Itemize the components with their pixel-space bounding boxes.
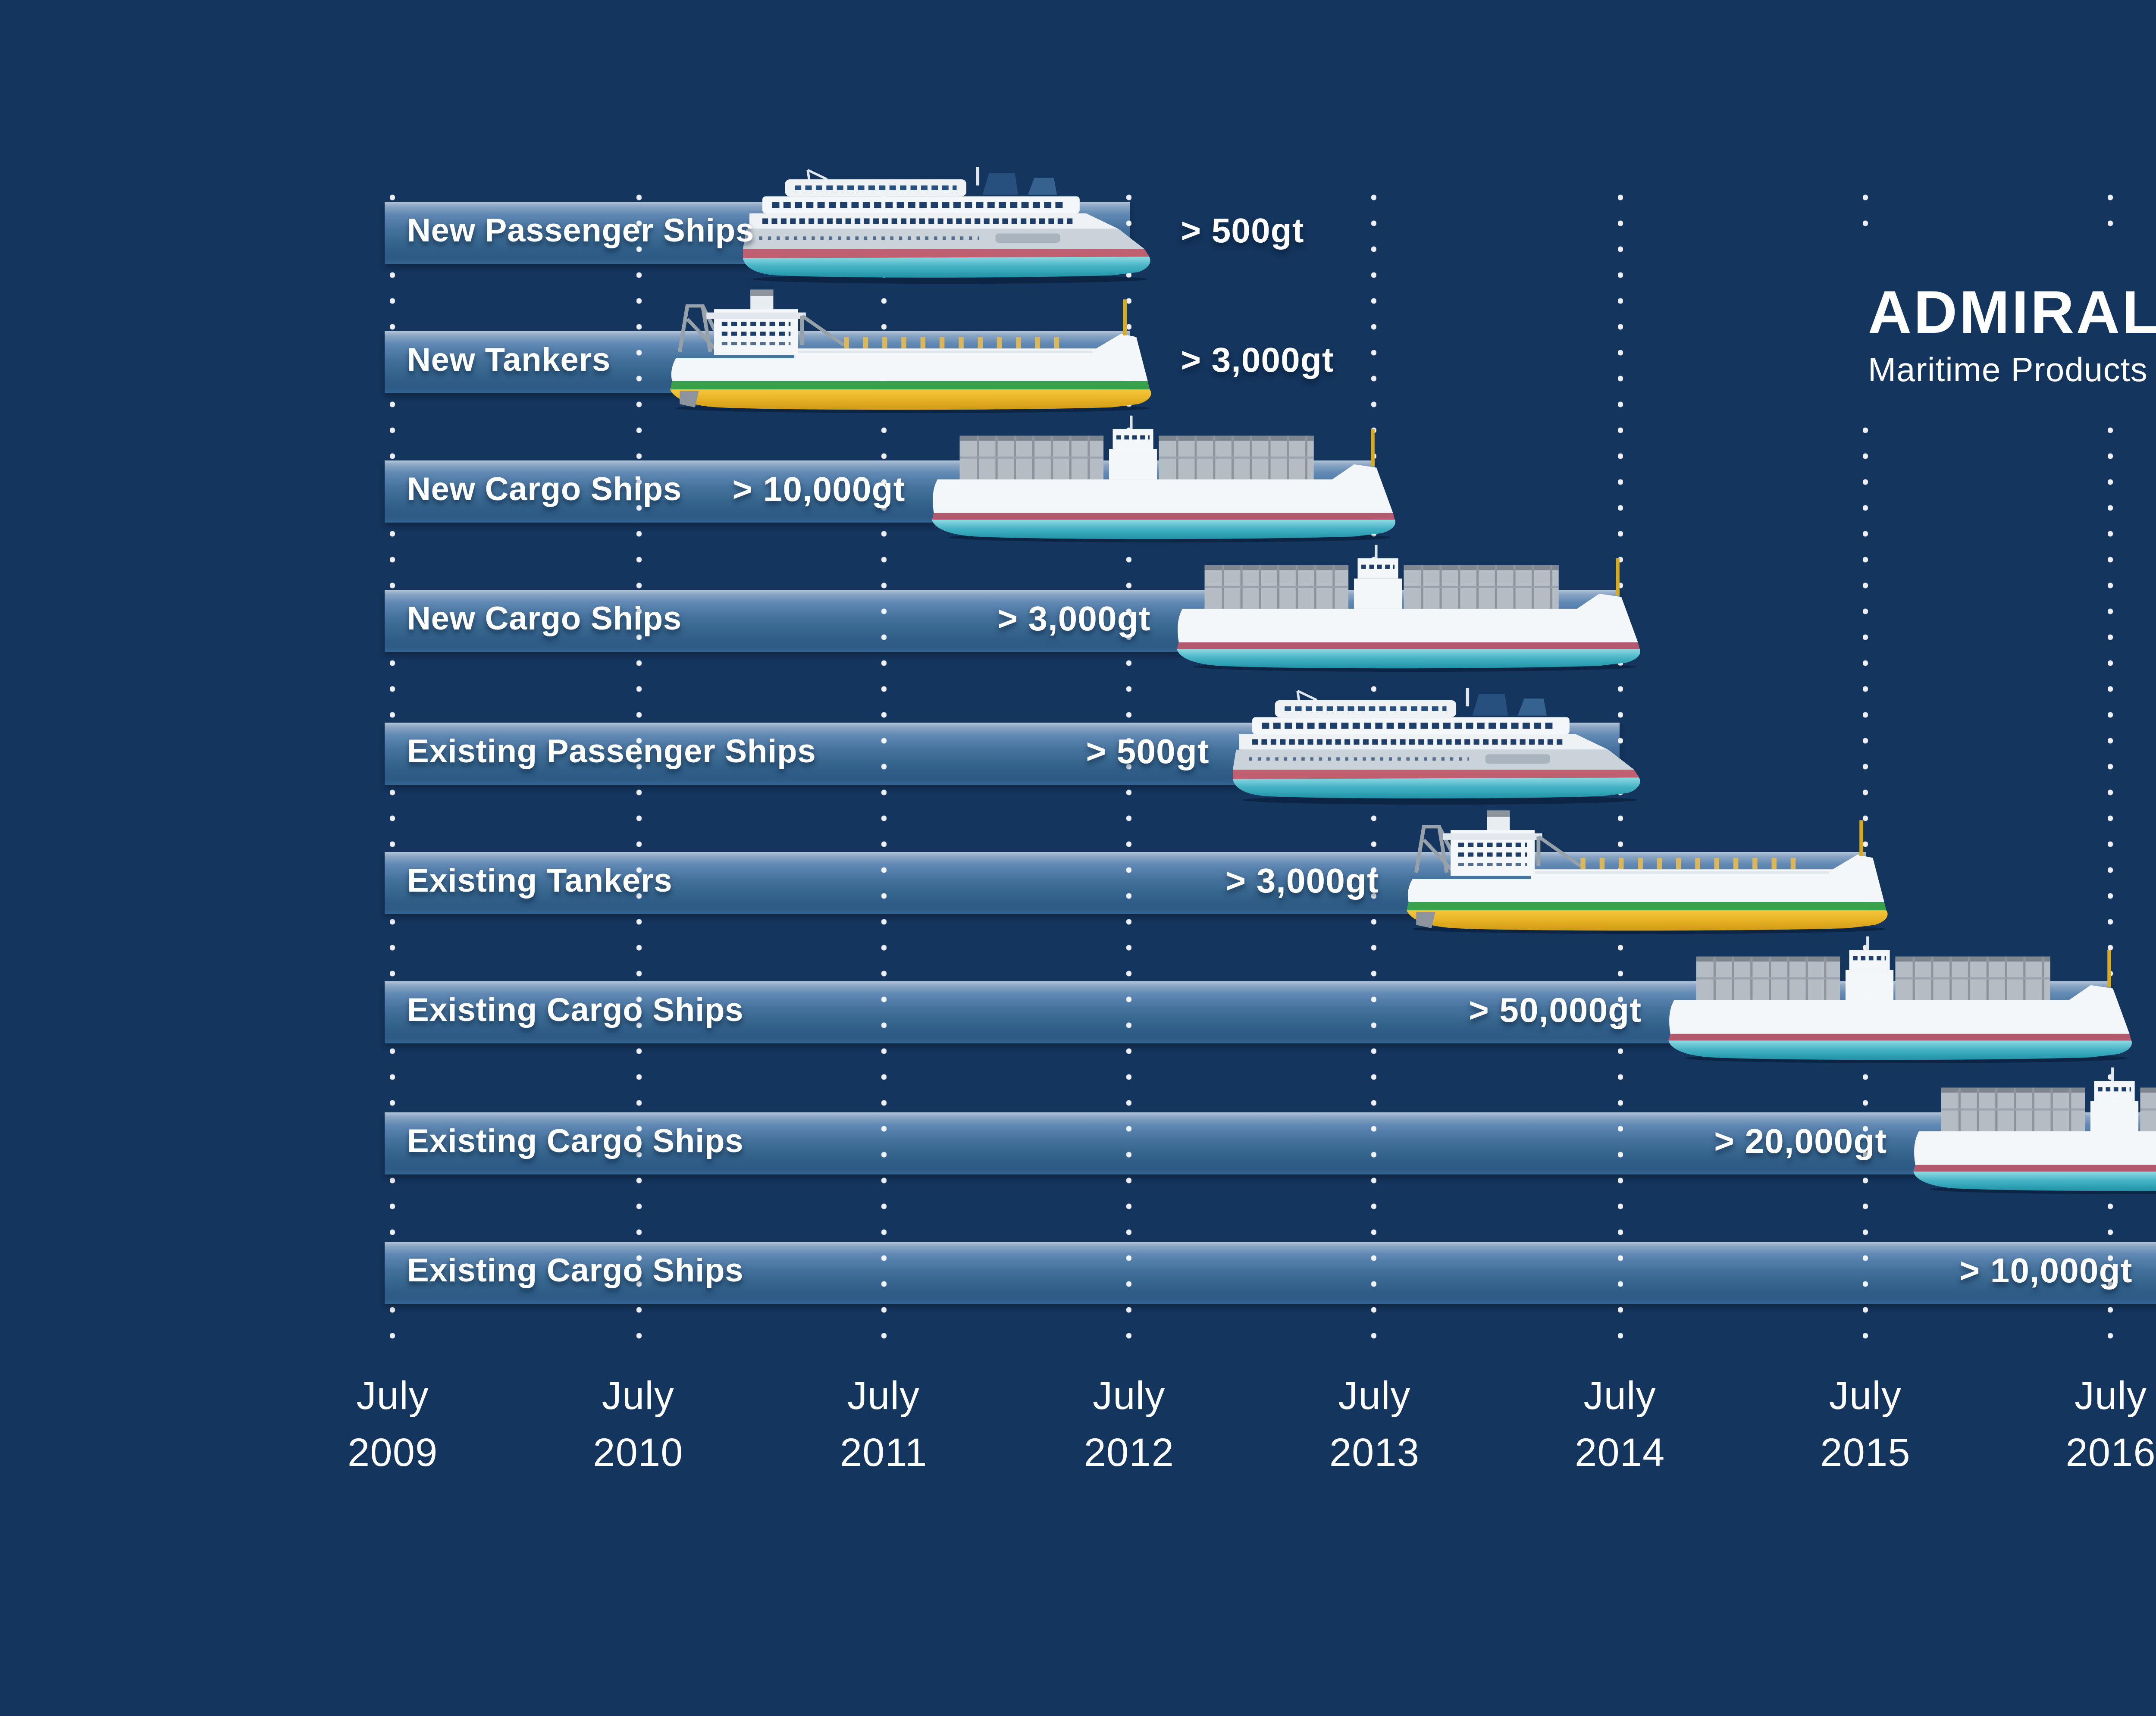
ship-category-label: Existing Tankers <box>407 864 673 900</box>
ship-category-label: Existing Cargo Ships <box>407 993 744 1030</box>
ship-category-label: Existing Passenger Ships <box>407 735 816 771</box>
axis-tick-july-2011: July 2011 <box>763 1368 1004 1481</box>
logo-background-mask <box>1849 241 2156 414</box>
axis-tick-july-2016: July 2016 <box>1990 1368 2156 1481</box>
axis-tick-year: 2012 <box>1084 1430 1175 1475</box>
axis-tick-month: July <box>1829 1373 1902 1418</box>
axis-tick-month: July <box>2074 1373 2147 1418</box>
axis-tick-july-2010: July 2010 <box>517 1368 759 1481</box>
tonnage-threshold-label: > 50,000gt <box>1469 993 1642 1030</box>
timeline-bar <box>385 1112 2156 1174</box>
admiralty-logo: ADMIRALTY Maritime Products & Services <box>1868 279 2156 391</box>
tanker-ship-icon <box>660 286 1156 414</box>
admiralty-tagline: Maritime Products & Services <box>1868 352 2156 390</box>
axis-tick-month: July <box>1338 1373 1411 1418</box>
axis-tick-month: July <box>356 1373 429 1418</box>
axis-tick-year: 2009 <box>348 1430 438 1475</box>
axis-tick-year: 2016 <box>2065 1430 2156 1475</box>
year-gridline <box>881 185 887 1350</box>
year-gridline <box>636 185 641 1350</box>
passenger-ship-icon <box>1227 685 1648 805</box>
axis-tick-month: July <box>847 1373 920 1418</box>
cargo-ship-icon <box>923 412 1402 543</box>
tonnage-threshold-label: > 3,000gt <box>1181 342 1334 380</box>
cargo-ship-icon <box>1168 542 1648 673</box>
tonnage-threshold-label: > 3,000gt <box>997 601 1151 639</box>
axis-tick-july-2009: July 2009 <box>272 1368 514 1481</box>
tonnage-threshold-label: > 500gt <box>1086 734 1210 772</box>
ship-category-label: New Tankers <box>407 343 611 379</box>
cargo-ship-icon <box>1659 933 2138 1064</box>
axis-tick-year: 2014 <box>1575 1430 1665 1475</box>
tonnage-threshold-label: > 10,000gt <box>1959 1253 2133 1291</box>
ship-category-label: New Passenger Ships <box>407 214 755 250</box>
axis-tick-month: July <box>1093 1373 1166 1418</box>
axis-tick-july-2013: July 2013 <box>1254 1368 1495 1481</box>
ship-category-label: New Cargo Ships <box>407 473 682 509</box>
axis-tick-july-2015: July 2015 <box>1745 1368 1986 1481</box>
axis-tick-july-2014: July 2014 <box>1499 1368 1741 1481</box>
tanker-ship-icon <box>1396 807 1893 935</box>
cargo-ship-icon <box>1904 1064 2156 1195</box>
cargo-ship-icon <box>2150 1193 2156 1325</box>
axis-tick-month: July <box>1583 1373 1656 1418</box>
axis-tick-year: 2013 <box>1329 1430 1420 1475</box>
axis-tick-year: 2015 <box>1820 1430 1911 1475</box>
tonnage-threshold-label: > 10,000gt <box>732 472 906 510</box>
timeline-bar <box>385 1242 2156 1304</box>
tonnage-threshold-label: > 3,000gt <box>1225 863 1379 901</box>
axis-tick-july-2012: July 2012 <box>1008 1368 1250 1481</box>
axis-tick-year: 2010 <box>593 1430 683 1475</box>
axis-tick-year: 2011 <box>840 1430 928 1475</box>
ship-category-label: Existing Cargo Ships <box>407 1124 744 1161</box>
admiralty-wordmark: ADMIRALTY <box>1868 279 2156 347</box>
axis-tick-month: July <box>602 1373 675 1418</box>
ship-category-label: Existing Cargo Ships <box>407 1254 744 1290</box>
passenger-ship-icon <box>736 164 1156 285</box>
tonnage-threshold-label: > 500gt <box>1181 213 1304 251</box>
tonnage-threshold-label: > 20,000gt <box>1714 1124 1887 1162</box>
ship-category-label: New Cargo Ships <box>407 602 682 638</box>
